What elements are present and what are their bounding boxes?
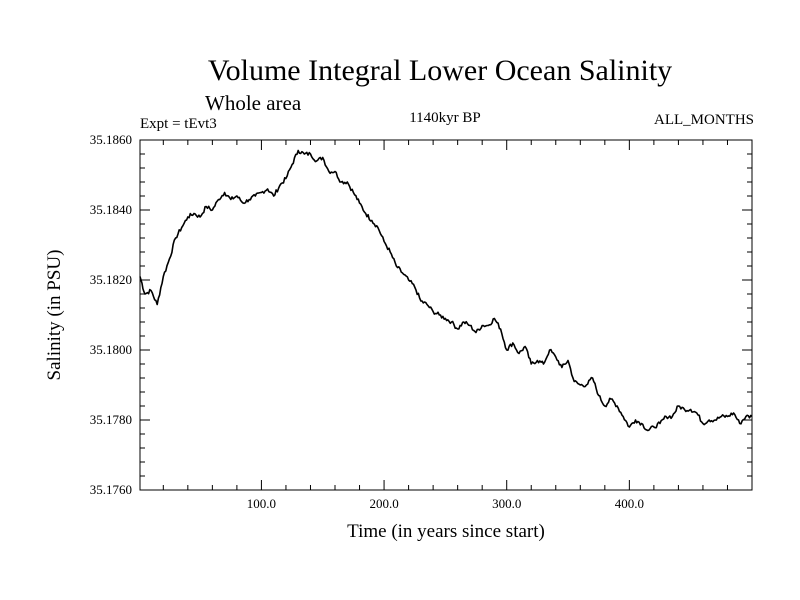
y-tick-label: 35.1780 xyxy=(90,412,132,427)
chart-subtitle: Whole area xyxy=(205,91,302,115)
x-tick-label: 400.0 xyxy=(615,496,644,511)
tick-labels: 100.0 200.0 300.0 400.0 35.1760 35.1780 35.180… xyxy=(90,132,644,511)
x-tick-label: 200.0 xyxy=(369,496,398,511)
y-tick-label: 35.1860 xyxy=(90,132,132,147)
x-axis-label: Time (in years since start) xyxy=(347,521,545,542)
x-tick-label: 300.0 xyxy=(492,496,521,511)
experiment-label: Expt = tEvt3 xyxy=(140,116,217,132)
y-tick-label: 35.1800 xyxy=(90,342,132,357)
salinity-series-line xyxy=(139,149,753,432)
axis-ticks xyxy=(140,140,752,490)
chart-title: Volume Integral Lower Ocean Salinity xyxy=(208,54,672,87)
y-axis-label: Salinity (in PSU) xyxy=(44,250,65,381)
x-tick-label: 100.0 xyxy=(247,496,276,511)
months-label: ALL_MONTHS xyxy=(654,112,754,128)
y-tick-label: 35.1760 xyxy=(90,482,132,497)
plot-frame xyxy=(139,139,753,491)
period-label: 1140kyr BP xyxy=(409,110,481,126)
y-tick-label: 35.1820 xyxy=(90,272,132,287)
y-tick-label: 35.1840 xyxy=(90,202,132,217)
